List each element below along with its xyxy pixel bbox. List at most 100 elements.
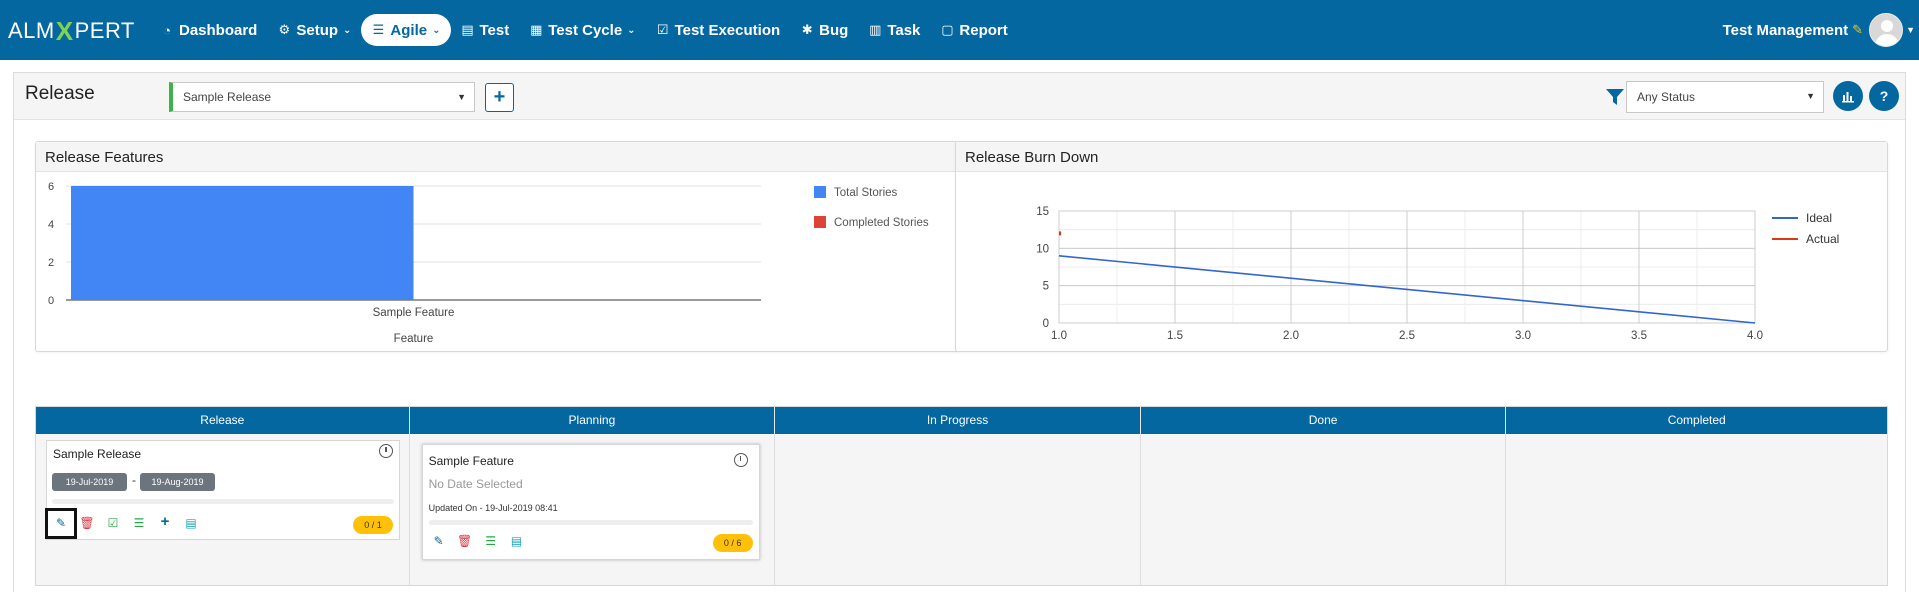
page-title: Release <box>25 83 95 104</box>
x-tick-label: Sample Feature <box>373 307 455 319</box>
help-button[interactable]: ? <box>1869 81 1899 111</box>
delete-icon[interactable]: 🗑 <box>79 516 95 530</box>
nav-setup[interactable]: ⚙ Setup ⌄ <box>267 14 361 46</box>
delete-icon[interactable]: 🗑 <box>456 534 473 548</box>
release-page: Release Sample Release ▼ + Any Status ▼ … <box>13 72 1906 592</box>
release-features-title: Release Features <box>36 142 958 172</box>
nav-agile[interactable]: ☰ Agile ⌄ <box>361 14 451 46</box>
column-in-progress <box>775 434 1141 585</box>
legend-swatch <box>814 216 826 228</box>
nav-label: Setup <box>296 21 339 39</box>
feature-card[interactable]: Sample Feature No Date Selected Updated … <box>421 444 760 560</box>
y-tick-label: 10 <box>1036 243 1049 255</box>
list-icon[interactable]: ☰ <box>133 516 145 530</box>
table-icon: ▦ <box>530 22 543 37</box>
chart-view-button[interactable] <box>1833 81 1863 111</box>
release-card[interactable]: Sample Release 19-Jul-2019 - 19-Aug-2019… <box>45 440 400 540</box>
legend-label: Actual <box>1806 232 1839 246</box>
edit-icon[interactable]: ✎ <box>433 534 444 548</box>
nav-label: Test Cycle <box>548 21 623 39</box>
nav-label: Test <box>479 21 510 39</box>
x-tick-label: 2.0 <box>1283 330 1299 342</box>
bar-chart-icon <box>1842 92 1854 103</box>
app-logo[interactable]: ALM X PERT <box>8 14 135 48</box>
nav-bug[interactable]: ✱ Bug <box>790 14 858 46</box>
edit-icon[interactable]: ✎ <box>55 516 67 530</box>
legend-label: Total Stories <box>834 187 898 199</box>
status-select[interactable]: Any Status ▼ <box>1626 81 1824 113</box>
nav-test-cycle[interactable]: ▦ Test Cycle ⌄ <box>519 14 645 46</box>
nav-label: Dashboard <box>179 21 258 39</box>
document-icon[interactable]: ▤ <box>185 516 197 530</box>
release-card-title: Sample Release <box>53 447 142 461</box>
select-arrow-icon: ▼ <box>1806 91 1815 101</box>
filter-icon[interactable] <box>1605 87 1625 107</box>
bar-total-stories <box>71 186 414 300</box>
top-navbar: ALM X PERT ◔ Dashboard ⚙ Setup ⌄ ☰ Agile ⌄ ▤ Test ▦ T… <box>0 0 1919 60</box>
point-actual <box>1059 231 1061 236</box>
add-feature-icon[interactable]: + <box>160 513 170 530</box>
y-tick-label: 0 <box>48 295 54 307</box>
x-axis-title: Feature <box>394 333 434 345</box>
nav-label: Test Execution <box>674 21 781 39</box>
nav-report[interactable]: ▢ Report <box>930 14 1017 46</box>
caret-down-icon[interactable]: ▼ <box>1906 25 1915 35</box>
board-header: Release Planning In Progress Done Comple… <box>36 407 1887 434</box>
column-header-done: Done <box>1141 407 1507 434</box>
logo-text-left: ALM <box>8 18 55 43</box>
nav-dashboard[interactable]: ◔ Dashboard <box>150 14 267 46</box>
column-header-in-progress: In Progress <box>775 407 1141 434</box>
feature-date-text: No Date Selected <box>428 477 523 491</box>
file-icon: ▤ <box>461 22 474 37</box>
clock-icon[interactable] <box>379 444 393 458</box>
board-body: Sample Release 19-Jul-2019 - 19-Aug-2019… <box>36 434 1887 585</box>
avatar[interactable] <box>1869 13 1904 47</box>
column-planning: Sample Feature No Date Selected Updated … <box>410 434 776 585</box>
check-icon[interactable]: ☑ <box>107 516 119 530</box>
y-tick-label: 2 <box>48 257 54 269</box>
status-select-value: Any Status <box>1637 90 1696 104</box>
logo-text-right: PERT <box>74 18 135 43</box>
nav-task[interactable]: ▥ Task <box>858 14 930 46</box>
document-icon[interactable]: ▤ <box>510 534 523 548</box>
user-menu[interactable]: Test Management ✎ ▼ <box>1723 13 1915 47</box>
page-header: Release Sample Release ▼ + Any Status ▼ … <box>14 73 1905 120</box>
release-features-chart: 0 2 4 6 Sample Feature Feature Total Stories Co… <box>48 181 929 345</box>
column-release: Sample Release 19-Jul-2019 - 19-Aug-2019… <box>36 434 410 585</box>
release-burndown-panel: Release Burn Down 1.0 1.5 2.0 2.5 3.0 3.5 4.0 0… <box>955 141 1888 352</box>
story-count-badge: 0 / 1 <box>353 516 393 534</box>
tasks-icon: ▥ <box>869 22 882 37</box>
x-tick-label: 4.0 <box>1747 330 1763 342</box>
release-select[interactable]: Sample Release ▼ <box>169 82 475 112</box>
x-tick-label: 2.5 <box>1399 330 1415 342</box>
edit-highlight-box <box>45 508 77 539</box>
column-header-release: Release <box>36 407 410 434</box>
check-square-icon: ☑ <box>656 22 669 37</box>
release-features-panel: Release Features 0 2 4 6 Sample Feature Featu… <box>35 141 959 352</box>
main-nav: ◔ Dashboard ⚙ Setup ⌄ ☰ Agile ⌄ ▤ Test ▦ Test Cycle… <box>150 14 1018 46</box>
x-tick-label: 1.0 <box>1051 330 1067 342</box>
list-icon: ☰ <box>372 22 385 37</box>
story-count-badge: 0 / 6 <box>712 534 753 552</box>
y-tick-label: 6 <box>48 181 54 193</box>
bug-icon: ✱ <box>801 22 813 37</box>
y-tick-label: 5 <box>1043 281 1049 293</box>
legend-label: Ideal <box>1806 211 1832 225</box>
clock-icon[interactable] <box>733 453 748 467</box>
nav-label: Task <box>887 21 921 39</box>
pencil-icon[interactable]: ✎ <box>1852 22 1864 37</box>
x-tick-label: 1.5 <box>1167 330 1183 342</box>
start-date-badge: 19-Jul-2019 <box>52 473 127 491</box>
plot-border <box>1058 210 1756 324</box>
nav-test[interactable]: ▤ Test <box>451 14 520 46</box>
list-icon[interactable]: ☰ <box>485 534 496 548</box>
legend-swatch <box>814 186 826 198</box>
nav-test-execution[interactable]: ☑ Test Execution <box>646 14 791 46</box>
feature-card-title: Sample Feature <box>428 454 514 468</box>
feature-updated-text: Updated On - 19-Jul-2019 08:41 <box>428 503 558 513</box>
add-release-button[interactable]: + <box>485 83 514 112</box>
release-progress-bar <box>52 499 394 504</box>
question-icon: ? <box>1879 88 1889 104</box>
y-tick-label: 0 <box>1043 318 1049 330</box>
cogs-icon: ⚙ <box>278 22 291 37</box>
